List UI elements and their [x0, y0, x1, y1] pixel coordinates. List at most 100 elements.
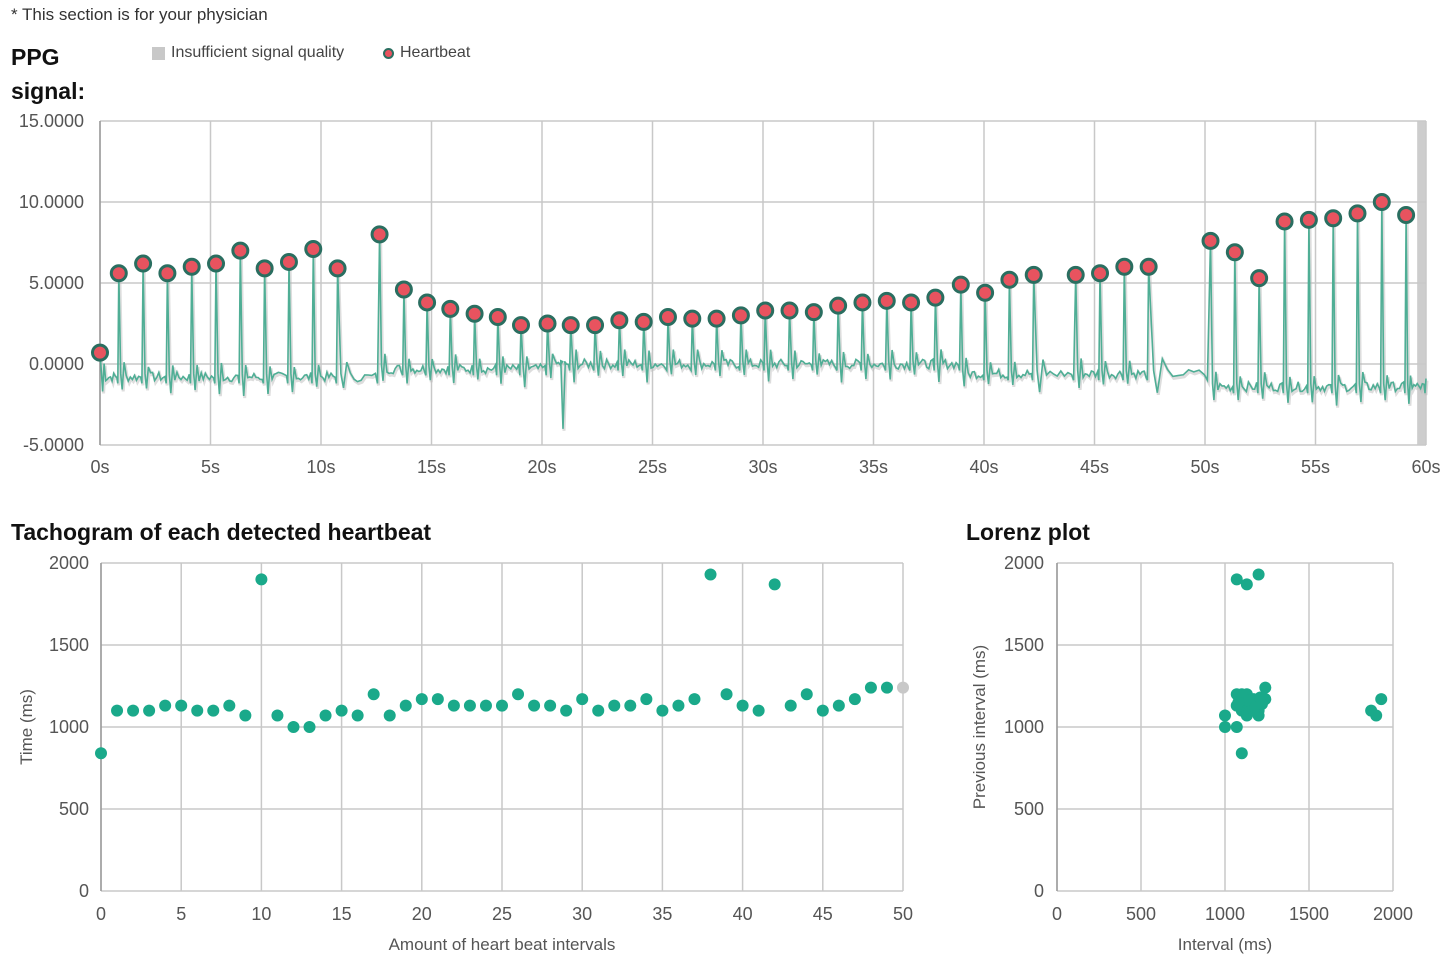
heartbeat-marker: [707, 309, 726, 328]
tachogram-x-tick-label: 40: [733, 904, 753, 924]
lorenz-point: [1235, 747, 1248, 760]
tachogram-x-tick-label: 45: [813, 904, 833, 924]
lorenz-y-tick-label: 0: [1034, 881, 1044, 901]
tachogram-point: [576, 693, 589, 706]
tachogram-point: [640, 693, 653, 706]
lorenz-x-tick-label: 1500: [1289, 904, 1329, 924]
tachogram-point: [143, 704, 156, 717]
physician-note: * This section is for your physician: [11, 5, 268, 24]
tachogram-point: [319, 709, 332, 722]
tachogram-point: [239, 709, 252, 722]
tachogram-point: [111, 704, 124, 717]
tachogram-point: [255, 573, 268, 586]
tachogram-x-tick-label: 0: [96, 904, 106, 924]
lorenz-x-axis-label: Interval (ms): [1178, 935, 1272, 954]
heartbeat-marker: [731, 306, 750, 325]
heartbeat-marker: [370, 225, 389, 244]
ppg-y-tick-label: 15.0000: [19, 111, 84, 131]
heartbeat-marker: [1348, 204, 1367, 223]
ppg-title: PPG signal:: [11, 44, 86, 104]
heartbeat-marker: [394, 280, 413, 299]
tachogram-point: [351, 709, 364, 722]
heartbeat-marker: [488, 308, 507, 327]
tachogram-point: [544, 699, 557, 712]
tachogram-x-tick-label: 15: [332, 904, 352, 924]
tachogram-y-tick-label: 0: [79, 881, 89, 901]
ppg-y-tick-label: -5.0000: [23, 435, 84, 455]
tachogram-point: [736, 699, 749, 712]
heartbeat-marker: [441, 299, 460, 318]
tachogram-point: [431, 693, 444, 706]
lorenz-y-tick-label: 1500: [1004, 635, 1044, 655]
tachogram-point: [720, 688, 733, 701]
ppg-x-tick-label: 0s: [90, 457, 109, 477]
heartbeat-marker: [658, 308, 677, 327]
tachogram-point: [399, 699, 412, 712]
ppg-x-tick-label: 15s: [417, 457, 446, 477]
tachogram-point: [704, 568, 717, 581]
tachogram-y-tick-label: 1500: [49, 635, 89, 655]
heartbeat-marker: [512, 316, 531, 335]
lorenz-point: [1232, 696, 1245, 709]
heartbeat-marker: [1372, 193, 1391, 211]
heartbeat-marker: [586, 316, 605, 335]
tachogram-point: [447, 699, 460, 712]
ppg-x-tick-label: 10s: [306, 457, 335, 477]
tachogram-point: [95, 747, 107, 760]
tachogram-title: Tachogram of each detected heartbeat: [11, 519, 432, 545]
heartbeat-marker: [610, 311, 629, 330]
heartbeat-marker: [91, 343, 109, 362]
lorenz-point: [1365, 704, 1378, 717]
heartbeat-marker: [804, 303, 823, 322]
heartbeat-marker: [207, 254, 226, 273]
heartbeat-marker: [418, 293, 437, 312]
tachogram-point: [608, 699, 621, 712]
tachogram-point: [816, 704, 829, 717]
lorenz-point: [1240, 578, 1253, 591]
heartbeat-marker: [231, 241, 250, 260]
ppg-x-tick-label: 50s: [1190, 457, 1219, 477]
heartbeat-marker: [1397, 205, 1416, 224]
heartbeat-marker: [951, 275, 970, 294]
tachogram-point: [175, 699, 188, 712]
tachogram-point: [528, 699, 541, 712]
tachogram-point: [560, 704, 573, 717]
ppg-x-tick-label: 40s: [969, 457, 998, 477]
ppg-x-tick-label: 55s: [1301, 457, 1330, 477]
heartbeat-marker: [134, 254, 153, 273]
legend-insufficient: Insufficient signal quality: [152, 44, 344, 62]
ppg-x-tick-label: 5s: [201, 457, 220, 477]
ppg-y-tick-label: 10.0000: [19, 192, 84, 212]
tachogram-point: [512, 688, 525, 701]
ppg-y-tick-label: 0.0000: [29, 354, 84, 374]
heartbeat-marker: [634, 312, 653, 331]
tachogram-y-tick-label: 2000: [49, 553, 89, 573]
heartbeat-marker: [853, 293, 872, 312]
tachogram-point: [752, 704, 765, 717]
heartbeat-marker: [1000, 270, 1019, 289]
tachogram-point: [592, 704, 605, 717]
tachogram-point: [367, 688, 380, 701]
lorenz-y-tick-label: 1000: [1004, 717, 1044, 737]
heartbeat-marker: [304, 239, 323, 258]
heartbeat-marker: [1201, 231, 1220, 250]
tachogram-x-tick-label: 25: [492, 904, 512, 924]
heartbeat-marker: [1091, 264, 1110, 283]
heartbeat-marker: [683, 309, 702, 328]
heartbeat-marker: [1115, 257, 1134, 276]
tachogram-point: [880, 681, 893, 694]
heartbeat-marker: [465, 304, 484, 323]
tachogram-point: [784, 699, 797, 712]
heartbeat-marker: [1024, 265, 1043, 284]
lorenz-point: [1254, 691, 1267, 704]
insufficient-region: [1417, 121, 1426, 445]
ppg-x-tick-label: 25s: [638, 457, 667, 477]
tachogram-y-tick-label: 1000: [49, 717, 89, 737]
ppg-y-tick-label: 5.0000: [29, 273, 84, 293]
ppg-x-tick-label: 30s: [748, 457, 777, 477]
heartbeat-marker: [182, 257, 201, 276]
lorenz-x-tick-label: 500: [1126, 904, 1156, 924]
lorenz-x-tick-label: 2000: [1373, 904, 1413, 924]
lorenz-y-axis-label: Previous interval (ms): [970, 645, 989, 809]
heartbeat-marker: [1225, 243, 1244, 262]
